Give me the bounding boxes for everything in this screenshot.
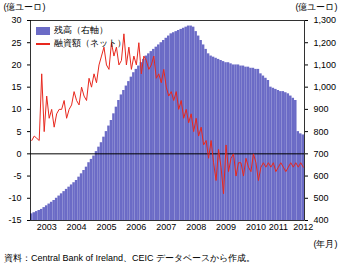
svg-text:5: 5: [16, 126, 21, 136]
html-text:融資額（ネット）: 融資額（ネット）: [54, 38, 126, 48]
svg-text:25: 25: [11, 38, 21, 48]
svg-text:500: 500: [314, 193, 329, 203]
svg-text:400: 400: [314, 215, 329, 225]
svg-text:-5: -5: [13, 171, 21, 181]
svg-text:10: 10: [11, 104, 21, 114]
html-text:残高（右軸）: 残高（右軸）: [54, 25, 108, 35]
svg-text:1,300: 1,300: [314, 15, 337, 25]
svg-text:700: 700: [314, 149, 329, 159]
svg-text:(億ユーロ): (億ユーロ): [4, 2, 46, 12]
svg-text:2011: 2011: [269, 222, 288, 232]
svg-text:0: 0: [16, 149, 21, 159]
svg-text:20: 20: [11, 60, 21, 70]
svg-text:(年月): (年月): [314, 239, 338, 249]
svg-text:600: 600: [314, 171, 329, 181]
svg-text:2005: 2005: [96, 222, 116, 232]
svg-text:800: 800: [314, 126, 329, 136]
svg-text:2012: 2012: [293, 222, 313, 232]
svg-text:2010: 2010: [246, 222, 266, 232]
svg-text:-15: -15: [8, 215, 21, 225]
svg-text:2008: 2008: [186, 222, 206, 232]
svg-text:1,100: 1,100: [314, 60, 337, 70]
svg-text:15: 15: [11, 82, 21, 92]
svg-text:2006: 2006: [126, 222, 146, 232]
svg-text:(億ユーロ): (億ユーロ): [296, 2, 338, 12]
svg-text:1,200: 1,200: [314, 38, 337, 48]
svg-text:2004: 2004: [67, 222, 87, 232]
svg-text:2007: 2007: [156, 222, 176, 232]
svg-text:1,000: 1,000: [314, 82, 337, 92]
svg-text:2003: 2003: [37, 222, 57, 232]
svg-text:-10: -10: [8, 193, 21, 203]
svg-text:30: 30: [11, 15, 21, 25]
svg-text:2009: 2009: [216, 222, 236, 232]
svg-text:900: 900: [314, 104, 329, 114]
html-text:資料：Central Bank of Ireland、CEI: 資料：Central Bank of Ireland、CEIC データベースから…: [4, 253, 256, 263]
